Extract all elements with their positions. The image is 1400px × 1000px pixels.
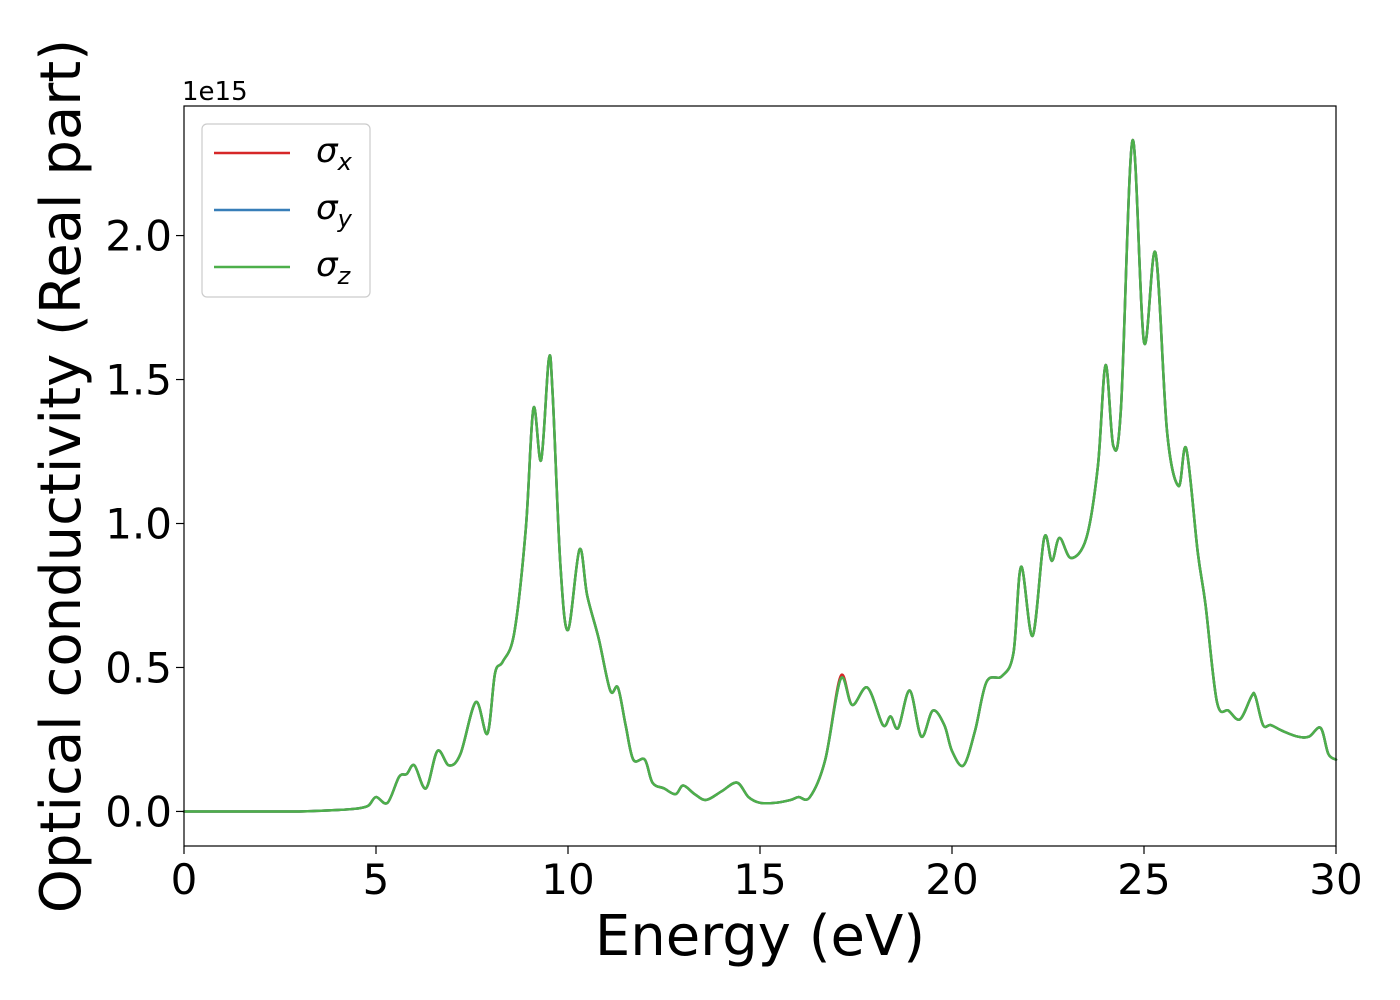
x-tick-label: 20: [925, 855, 978, 904]
axis-ticks: 0 5 10 15 20 25 30 0.0 0.5 1.0 1.5 2.0: [105, 212, 1363, 904]
legend-label: σy: [316, 188, 353, 233]
x-tick-label: 0: [171, 855, 198, 904]
x-tick-label: 25: [1117, 855, 1170, 904]
x-tick-label: 5: [363, 855, 390, 904]
legend-label: σx: [316, 131, 353, 176]
x-tick-label: 15: [733, 855, 786, 904]
legend-label: σz: [316, 245, 352, 290]
plot-frame: [183, 105, 1337, 847]
x-tick-label: 10: [541, 855, 594, 904]
series-line-3: [182, 139, 1338, 813]
y-offset-text: 1e15: [182, 77, 248, 107]
y-tick-label: 2.0: [105, 212, 172, 261]
y-tick-label: 0.5: [105, 643, 172, 692]
series-lines: [182, 139, 1338, 813]
legend: σx σy σz: [201, 123, 371, 298]
y-tick-label: 0.0: [105, 787, 172, 836]
x-axis-label: Energy (eV): [595, 904, 925, 969]
y-tick-label: 1.5: [105, 356, 172, 405]
legend-entries: σx σy σz: [214, 131, 353, 290]
y-axis-label: Optical conductivity (Real part): [29, 39, 94, 913]
x-tick-label: 30: [1309, 855, 1362, 904]
y-tick-label: 1.0: [105, 500, 172, 549]
